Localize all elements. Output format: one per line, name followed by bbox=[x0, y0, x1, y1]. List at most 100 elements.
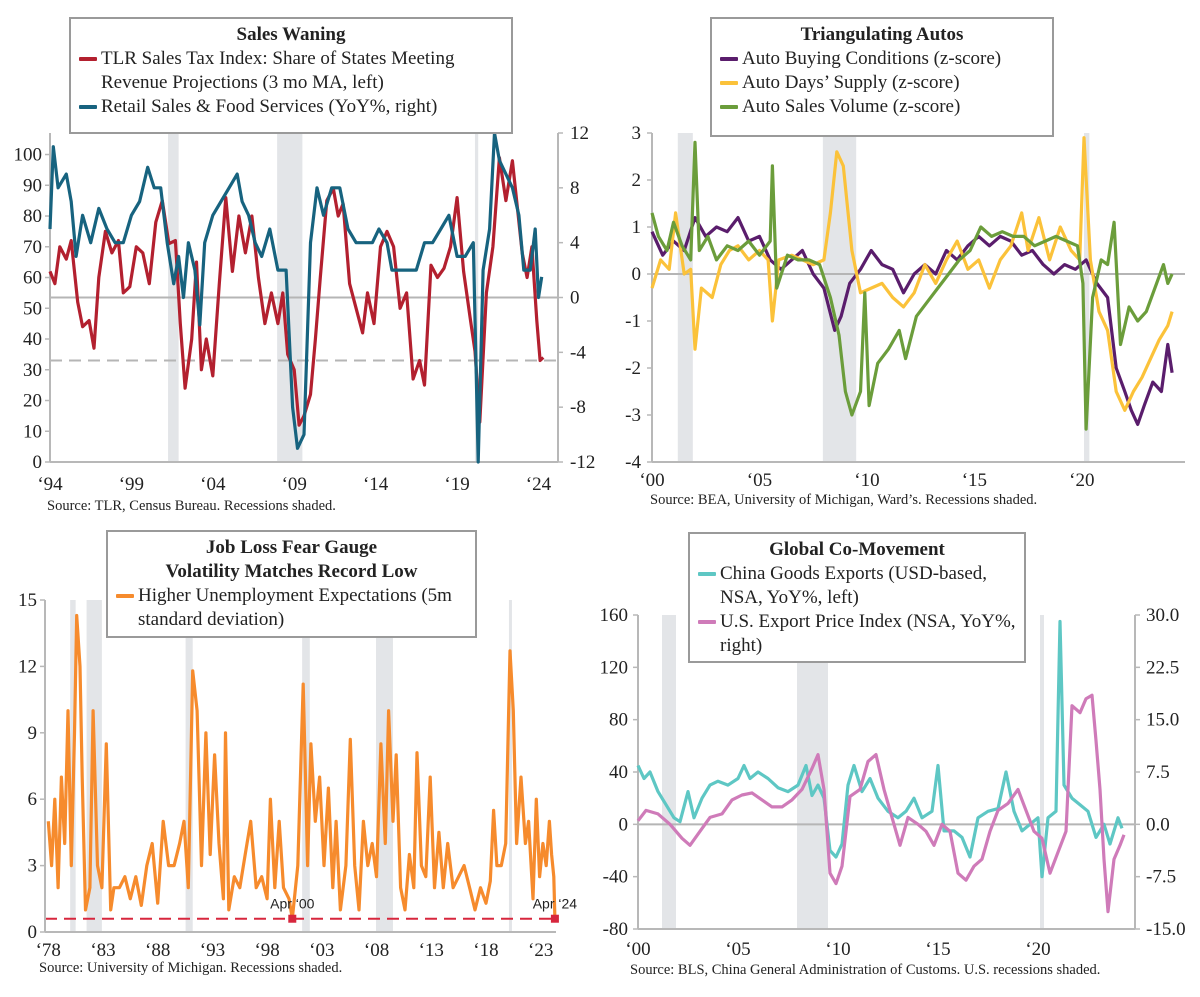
legend-label: China Goods Exports (USD-based, NSA, YoY… bbox=[720, 563, 988, 608]
right-tick-label: 7.5 bbox=[1146, 762, 1170, 783]
legend-label: Higher Unemployment Expectations (5m sta… bbox=[138, 585, 452, 630]
legend-swatch-pink bbox=[698, 620, 716, 624]
right-tick-label: 4 bbox=[570, 233, 580, 254]
recession-band bbox=[662, 615, 676, 929]
left-tick-label: 80 bbox=[23, 206, 42, 227]
legend-label: TLR Sales Tax Index: Share of States Mee… bbox=[101, 48, 455, 93]
x-tick-label: ‘20 bbox=[1025, 939, 1050, 960]
source-note: Source: BLS, China General Administratio… bbox=[630, 962, 1101, 978]
legend-item: Retail Sales & Food Services (YoY%, righ… bbox=[79, 95, 503, 119]
x-tick-label: ‘10 bbox=[854, 470, 879, 491]
annotation-label: Apr ‘24 bbox=[533, 896, 578, 912]
recession-band bbox=[376, 600, 393, 932]
chart-title: Triangulating Autos bbox=[800, 24, 964, 45]
series-line-auto-days-supply bbox=[650, 136, 1174, 412]
series-line-auto-sales-volume bbox=[650, 140, 1174, 431]
series-line-u-s-export-price-index bbox=[636, 693, 1126, 914]
legend-swatch-orange bbox=[116, 594, 134, 598]
chart-title: Global Co-Movement bbox=[769, 539, 945, 560]
legend-label: Retail Sales & Food Services (YoY%, righ… bbox=[101, 96, 438, 117]
left-tick-label: 80 bbox=[609, 710, 628, 731]
left-tick-label: -2 bbox=[625, 358, 641, 379]
x-tick-label: ‘99 bbox=[119, 474, 144, 495]
x-tick-label: ‘18 bbox=[473, 940, 498, 961]
sales-waning-legend-box: Sales Waning TLR Sales Tax Index: Share … bbox=[69, 17, 513, 134]
x-tick-label: ‘03 bbox=[309, 940, 334, 961]
left-tick-label: 30 bbox=[23, 360, 42, 381]
right-tick-label: 12 bbox=[570, 123, 589, 144]
x-tick-label: ‘10 bbox=[825, 939, 850, 960]
right-tick-label: 30.0 bbox=[1146, 605, 1179, 626]
legend-swatch-red bbox=[79, 57, 97, 61]
right-tick-label: -7.5 bbox=[1146, 867, 1176, 888]
left-tick-label: -80 bbox=[603, 919, 628, 940]
left-tick-label: 60 bbox=[23, 268, 42, 289]
record-low-marker bbox=[550, 914, 559, 923]
legend-swatch-purple bbox=[720, 57, 738, 61]
right-tick-label: 0 bbox=[570, 288, 580, 309]
annotation-label: Apr ‘00 bbox=[270, 896, 315, 912]
x-tick-label: ‘24 bbox=[526, 474, 552, 495]
x-tick-label: ‘88 bbox=[145, 940, 170, 961]
legend-item: Auto Days’ Supply (z-score) bbox=[720, 71, 1044, 95]
x-tick-label: ‘93 bbox=[200, 940, 225, 961]
right-tick-label: 8 bbox=[570, 178, 580, 199]
left-tick-label: 0 bbox=[33, 452, 43, 473]
left-tick-label: 20 bbox=[23, 391, 42, 412]
right-tick-label: -8 bbox=[570, 397, 586, 418]
x-tick-label: ‘08 bbox=[364, 940, 389, 961]
legend-swatch-blue bbox=[79, 105, 97, 109]
left-tick-label: 0 bbox=[632, 264, 642, 285]
legend-item: U.S. Export Price Index (NSA, YoY%, righ… bbox=[698, 610, 1016, 658]
left-tick-label: -1 bbox=[625, 311, 641, 332]
left-tick-label: 15 bbox=[18, 590, 37, 611]
left-tick-label: 100 bbox=[14, 145, 43, 166]
right-tick-label: -15.0 bbox=[1146, 919, 1186, 940]
global-comovement-legend-box: Global Co-Movement China Goods Exports (… bbox=[688, 532, 1026, 663]
legend-label: Auto Days’ Supply (z-score) bbox=[742, 72, 960, 93]
legend-item: TLR Sales Tax Index: Share of States Mee… bbox=[79, 47, 503, 95]
source-note: Source: University of Michigan. Recessio… bbox=[39, 960, 343, 976]
x-tick-label: ‘04 bbox=[200, 474, 226, 495]
legend-label: Auto Sales Volume (z-score) bbox=[742, 96, 961, 117]
right-tick-label: -4 bbox=[570, 342, 586, 363]
recession-band bbox=[1040, 615, 1044, 929]
series-line-retail-sales-food-services bbox=[48, 131, 544, 464]
x-tick-label: ‘05 bbox=[725, 939, 750, 960]
left-tick-label: 120 bbox=[600, 657, 629, 678]
x-tick-label: ‘78 bbox=[36, 940, 61, 961]
right-tick-label: 22.5 bbox=[1146, 657, 1179, 678]
left-tick-label: 40 bbox=[23, 329, 42, 350]
legend-item: Auto Buying Conditions (z-score) bbox=[720, 47, 1044, 71]
legend-item: Higher Unemployment Expectations (5m sta… bbox=[116, 584, 467, 632]
record-low-marker bbox=[288, 914, 297, 923]
recession-band bbox=[508, 600, 512, 932]
x-tick-label: ‘20 bbox=[1069, 470, 1094, 491]
x-tick-label: ‘00 bbox=[625, 939, 650, 960]
left-tick-label: 160 bbox=[600, 605, 629, 626]
legend-label: Auto Buying Conditions (z-score) bbox=[742, 48, 1002, 69]
legend-item: Auto Sales Volume (z-score) bbox=[720, 95, 1044, 119]
chart-title: Sales Waning bbox=[236, 24, 346, 45]
x-tick-label: ‘98 bbox=[254, 940, 279, 961]
chart-4: -80 -40 0 40 80 120 160 -15.0 -7.5 0.0 7.5 15.0 22.5… bbox=[600, 605, 1186, 960]
x-tick-label: ‘00 bbox=[639, 470, 664, 491]
legend-item: China Goods Exports (USD-based, NSA, YoY… bbox=[698, 562, 1016, 610]
left-tick-label: 50 bbox=[23, 298, 42, 319]
left-tick-label: 0 bbox=[619, 814, 629, 835]
chart-2: -4 -3 -2 -1 0 1 2 3 ‘00 ‘05 ‘10 ‘15 ‘20 bbox=[625, 123, 1185, 491]
left-tick-label: 90 bbox=[23, 175, 42, 196]
x-tick-label: ‘15 bbox=[925, 939, 950, 960]
recession-band bbox=[677, 133, 693, 462]
right-tick-label: 15.0 bbox=[1146, 710, 1179, 731]
recession-band bbox=[185, 600, 193, 932]
legend-swatch-teal bbox=[698, 572, 716, 576]
triangulating-autos-legend-box: Triangulating Autos Auto Buying Conditio… bbox=[710, 17, 1054, 137]
x-tick-label: ‘05 bbox=[747, 470, 772, 491]
source-note: Source: TLR, Census Bureau. Recessions s… bbox=[47, 498, 336, 514]
left-tick-label: 12 bbox=[18, 656, 37, 677]
left-tick-label: 6 bbox=[28, 789, 38, 810]
recession-band bbox=[1083, 133, 1090, 462]
legend-swatch-green bbox=[720, 105, 738, 109]
left-tick-label: 9 bbox=[28, 723, 38, 744]
